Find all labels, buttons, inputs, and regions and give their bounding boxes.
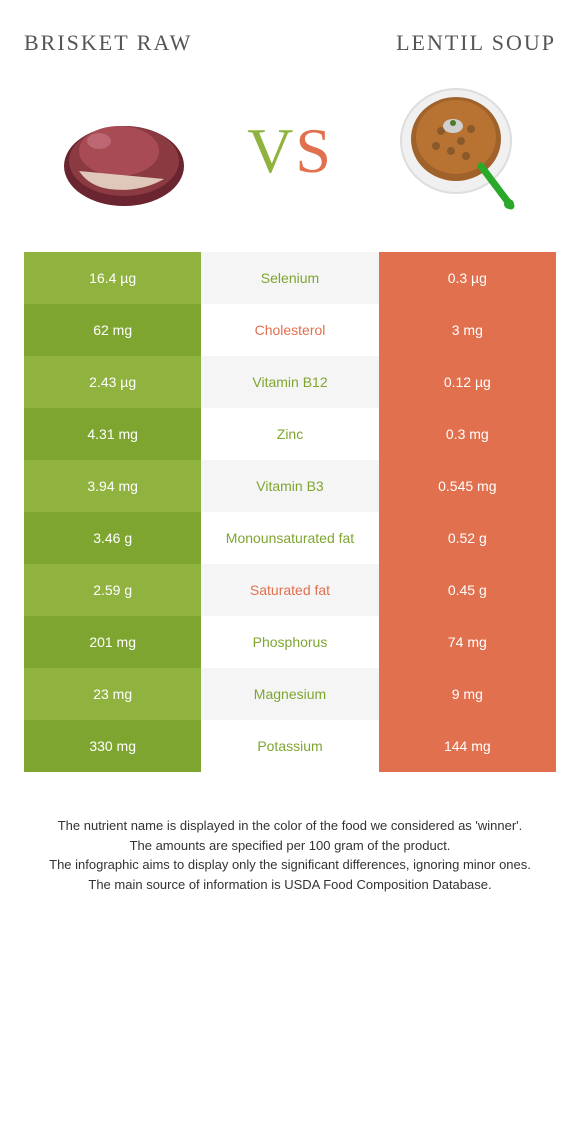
table-row: 3.94 mgVitamin B30.545 mg (24, 460, 556, 512)
table-row: 4.31 mgZinc0.3 mg (24, 408, 556, 460)
value-right: 0.3 µg (379, 252, 556, 304)
table-row: 2.43 µgVitamin B120.12 µg (24, 356, 556, 408)
footer-line-2: The amounts are specified per 100 gram o… (32, 836, 548, 856)
nutrient-label: Vitamin B12 (201, 356, 378, 408)
value-left: 23 mg (24, 668, 201, 720)
nutrient-label: Cholesterol (201, 304, 378, 356)
value-right: 3 mg (379, 304, 556, 356)
nutrient-label: Vitamin B3 (201, 460, 378, 512)
value-left: 16.4 µg (24, 252, 201, 304)
value-left: 3.46 g (24, 512, 201, 564)
lentil-soup-image (376, 86, 536, 216)
value-right: 74 mg (379, 616, 556, 668)
table-row: 2.59 gSaturated fat0.45 g (24, 564, 556, 616)
title-left: BRISKET RAW (24, 30, 290, 56)
footer-notes: The nutrient name is displayed in the co… (24, 816, 556, 894)
title-right: LENTIL SOUP (290, 30, 556, 56)
nutrient-label: Magnesium (201, 668, 378, 720)
nutrient-label: Phosphorus (201, 616, 378, 668)
nutrient-label: Potassium (201, 720, 378, 772)
nutrient-label: Selenium (201, 252, 378, 304)
value-left: 62 mg (24, 304, 201, 356)
value-left: 2.59 g (24, 564, 201, 616)
value-right: 0.45 g (379, 564, 556, 616)
footer-line-4: The main source of information is USDA F… (32, 875, 548, 895)
footer-line-3: The infographic aims to display only the… (32, 855, 548, 875)
table-row: 62 mgCholesterol3 mg (24, 304, 556, 356)
value-right: 144 mg (379, 720, 556, 772)
value-left: 4.31 mg (24, 408, 201, 460)
footer-line-1: The nutrient name is displayed in the co… (32, 816, 548, 836)
value-right: 0.3 mg (379, 408, 556, 460)
table-row: 3.46 gMonounsaturated fat0.52 g (24, 512, 556, 564)
vs-s: S (295, 115, 333, 186)
nutrient-label: Zinc (201, 408, 378, 460)
table-row: 16.4 µgSelenium0.3 µg (24, 252, 556, 304)
value-left: 330 mg (24, 720, 201, 772)
table-row: 330 mgPotassium144 mg (24, 720, 556, 772)
table-row: 201 mgPhosphorus74 mg (24, 616, 556, 668)
table-row: 23 mgMagnesium9 mg (24, 668, 556, 720)
vs-row: VS (24, 86, 556, 216)
vs-label: VS (247, 114, 333, 188)
value-right: 9 mg (379, 668, 556, 720)
value-left: 2.43 µg (24, 356, 201, 408)
brisket-image (44, 86, 204, 216)
value-right: 0.545 mg (379, 460, 556, 512)
value-left: 201 mg (24, 616, 201, 668)
value-right: 0.12 µg (379, 356, 556, 408)
value-left: 3.94 mg (24, 460, 201, 512)
vs-v: V (247, 115, 295, 186)
header: BRISKET RAW LENTIL SOUP (24, 30, 556, 56)
nutrient-label: Monounsaturated fat (201, 512, 378, 564)
nutrient-table: 16.4 µgSelenium0.3 µg62 mgCholesterol3 m… (24, 252, 556, 772)
nutrient-label: Saturated fat (201, 564, 378, 616)
value-right: 0.52 g (379, 512, 556, 564)
